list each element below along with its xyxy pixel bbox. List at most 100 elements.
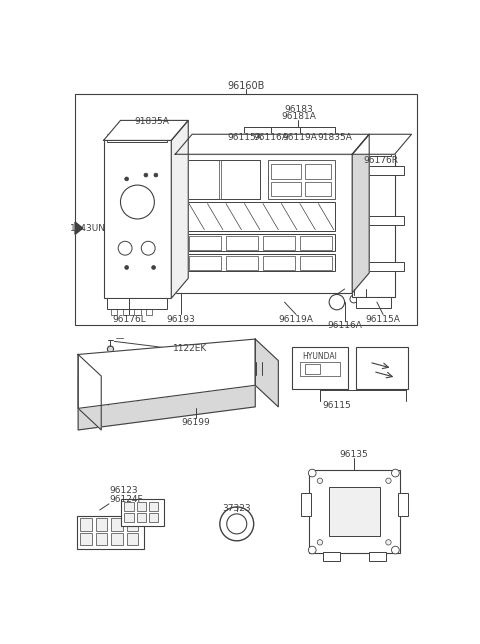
Circle shape (386, 540, 391, 545)
Bar (175, 155, 352, 293)
Bar (153, 137, 155, 140)
Bar (267, 160, 336, 199)
Bar (352, 262, 404, 271)
Bar (300, 236, 332, 250)
Bar (263, 256, 295, 270)
Text: 91835A: 91835A (134, 117, 169, 126)
Bar (124, 502, 133, 511)
Bar (271, 182, 300, 196)
Polygon shape (75, 222, 83, 234)
Polygon shape (175, 134, 369, 155)
Bar (352, 166, 404, 175)
Circle shape (350, 295, 358, 303)
Text: 37323: 37323 (222, 504, 251, 513)
Polygon shape (171, 120, 188, 298)
Circle shape (386, 478, 391, 484)
Bar (149, 143, 151, 146)
Bar (137, 513, 146, 522)
Bar (111, 518, 123, 531)
Circle shape (392, 469, 399, 477)
Text: 1122EK: 1122EK (173, 344, 207, 353)
Bar (187, 160, 260, 199)
Bar (323, 552, 340, 561)
Bar (304, 164, 332, 179)
Circle shape (154, 173, 158, 177)
Bar (108, 134, 168, 142)
Bar (369, 552, 386, 561)
Bar (398, 493, 408, 516)
Text: 96193: 96193 (166, 314, 195, 323)
Bar (352, 155, 395, 297)
Bar (221, 160, 260, 199)
Bar (96, 518, 108, 531)
Bar (149, 513, 158, 522)
Text: 96119A: 96119A (282, 133, 317, 142)
Circle shape (152, 265, 156, 269)
Bar (226, 236, 258, 250)
Bar (104, 140, 171, 298)
Polygon shape (104, 120, 188, 140)
Bar (124, 513, 133, 522)
Polygon shape (352, 134, 411, 155)
Text: 96115A: 96115A (366, 314, 400, 323)
Text: 96183: 96183 (284, 105, 313, 114)
Bar (147, 135, 156, 149)
Text: —: — (115, 334, 123, 343)
Bar (300, 362, 340, 376)
Bar (81, 533, 92, 545)
Bar (187, 254, 336, 271)
Bar (137, 502, 146, 511)
Bar (189, 256, 221, 270)
Text: 96115: 96115 (323, 401, 351, 410)
Polygon shape (78, 354, 101, 430)
Circle shape (227, 514, 247, 534)
Bar (226, 256, 258, 270)
Text: 96123: 96123 (109, 486, 138, 495)
Bar (121, 499, 164, 526)
Bar (75, 94, 417, 325)
Circle shape (317, 540, 323, 545)
Text: HYUNDAI: HYUNDAI (302, 352, 337, 361)
Polygon shape (78, 361, 255, 430)
Bar (189, 236, 221, 250)
Bar (301, 493, 311, 516)
Bar (77, 516, 144, 549)
Text: 96199: 96199 (181, 418, 210, 427)
Polygon shape (78, 339, 255, 408)
Bar (304, 182, 332, 196)
Bar (146, 309, 152, 315)
Text: 1243UN: 1243UN (71, 223, 107, 232)
Bar (96, 533, 108, 545)
Bar (111, 533, 123, 545)
Bar (149, 137, 151, 140)
Circle shape (125, 265, 129, 269)
Bar (153, 143, 155, 146)
Bar (356, 297, 391, 308)
Bar (292, 346, 348, 389)
Circle shape (392, 546, 399, 554)
Bar (187, 202, 336, 231)
Bar (187, 160, 219, 199)
Circle shape (329, 294, 345, 310)
Text: 96181A: 96181A (281, 112, 316, 121)
Text: 96116A: 96116A (327, 321, 362, 330)
Polygon shape (255, 339, 278, 407)
Circle shape (125, 177, 129, 181)
Bar (356, 147, 391, 156)
Circle shape (308, 546, 316, 554)
Text: 96135: 96135 (339, 450, 368, 459)
Bar (263, 236, 295, 250)
Bar (81, 518, 92, 531)
Bar (352, 216, 404, 225)
Text: 96160B: 96160B (228, 80, 264, 91)
Bar (111, 309, 118, 315)
Bar (123, 309, 129, 315)
Bar (309, 470, 400, 553)
Bar (271, 164, 300, 179)
Text: 96124F: 96124F (109, 495, 143, 504)
Text: 96119A: 96119A (278, 314, 313, 323)
Bar (304, 365, 320, 374)
Text: 96116A: 96116A (253, 133, 288, 142)
Polygon shape (352, 134, 369, 293)
Circle shape (317, 478, 323, 484)
